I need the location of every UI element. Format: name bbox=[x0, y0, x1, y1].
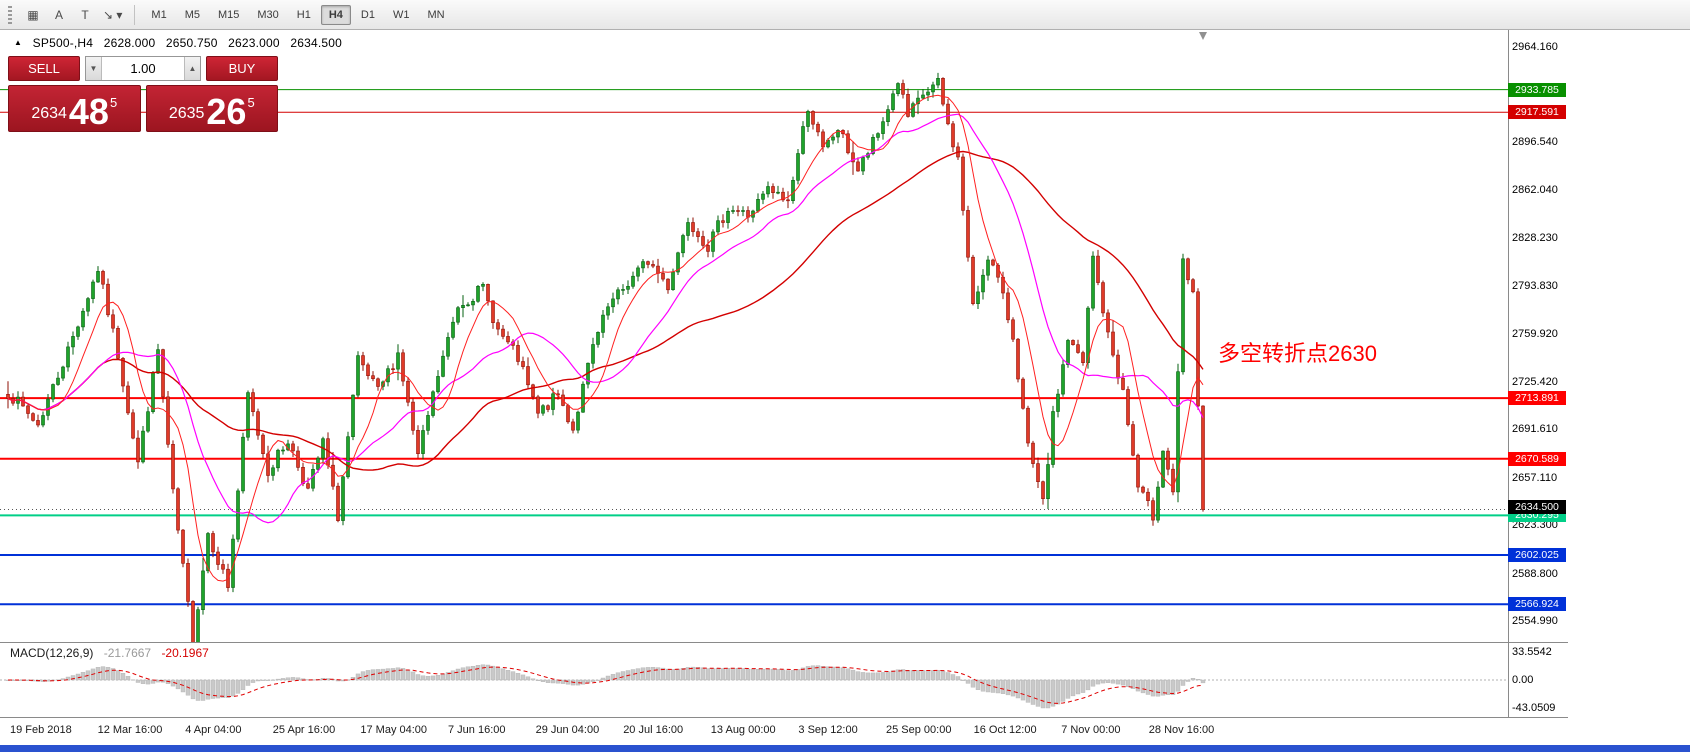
chart-shift-marker-icon[interactable] bbox=[1199, 32, 1207, 40]
macd-main-value: -21.7667 bbox=[103, 646, 152, 660]
ohlc-low: 2623.000 bbox=[228, 36, 280, 50]
ma-fast-line bbox=[7, 94, 1204, 582]
chart-marker-icon: ▲ bbox=[14, 38, 23, 47]
timeframe-m30-button[interactable]: M30 bbox=[257, 8, 279, 21]
macd-label: MACD(12,26,9) bbox=[10, 646, 94, 660]
text-tool-icon[interactable]: T bbox=[81, 7, 89, 22]
timeframe-h4-button[interactable]: H4 bbox=[320, 4, 351, 25]
ask-prefix: 2635 bbox=[168, 105, 205, 122]
macd-indicator-header: MACD(12,26,9) -21.7667 -20.1967 bbox=[10, 646, 216, 660]
toolbar-grip[interactable] bbox=[8, 5, 12, 24]
timeframe-h1-button[interactable]: H1 bbox=[296, 8, 311, 21]
candlestick-series bbox=[6, 72, 1205, 642]
bid-prefix: 2634 bbox=[31, 105, 67, 122]
timeframe-mn-button[interactable]: MN bbox=[427, 8, 445, 21]
ma-slow-line bbox=[7, 150, 1204, 471]
toolbar: ▦ A T ↘ ▾ M1 M5 M15 M30 H1 H4 D1 W1 MN bbox=[0, 0, 1690, 30]
timeframe-m1-button[interactable]: M1 bbox=[151, 8, 167, 21]
timeframe-group: M1 M5 M15 M30 H1 H4 D1 W1 MN bbox=[142, 4, 453, 25]
timeframe-d1-button[interactable]: D1 bbox=[360, 8, 375, 21]
ask-superscript: 5 bbox=[247, 95, 255, 110]
arrow-tool-icon[interactable]: ↘ ▾ bbox=[103, 7, 123, 22]
volume-dropdown-button[interactable]: ▼ bbox=[86, 57, 102, 80]
macd-panel bbox=[0, 664, 1508, 709]
timeframe-m15-button[interactable]: M15 bbox=[217, 8, 240, 21]
cursor-a-icon[interactable]: A bbox=[54, 7, 63, 22]
ask-price-block[interactable]: 2635 26 5 bbox=[145, 85, 278, 133]
chart-symbol-period: SP500-,H4 bbox=[32, 36, 94, 50]
bid-big-digits: 48 bbox=[68, 91, 109, 133]
one-click-trading-panel: SELL ▼ 1.00 ▲ BUY 2634 48 5 2635 26 5 bbox=[8, 56, 278, 132]
ohlc-high: 2650.750 bbox=[165, 36, 218, 50]
chart-ohlc-header: ▲ SP500-,H4 2628.000 2650.750 2623.000 2… bbox=[14, 36, 349, 50]
macd-signal-value: -20.1967 bbox=[161, 646, 209, 660]
grid-icon[interactable]: ▦ bbox=[27, 7, 39, 22]
toolbar-separator bbox=[134, 4, 136, 25]
sell-button[interactable]: SELL bbox=[8, 56, 80, 81]
macd-signal-line bbox=[8, 666, 1204, 704]
ask-big-digits: 26 bbox=[206, 91, 247, 133]
bid-superscript: 5 bbox=[109, 95, 118, 110]
volume-box: ▼ 1.00 ▲ bbox=[85, 56, 201, 81]
timeframe-m5-button[interactable]: M5 bbox=[184, 8, 200, 21]
ma-mid-line bbox=[7, 113, 1204, 524]
timeframe-w1-button[interactable]: W1 bbox=[392, 8, 410, 21]
ohlc-close: 2634.500 bbox=[290, 36, 342, 50]
buy-button[interactable]: BUY bbox=[206, 56, 278, 81]
toolbar-icons: ▦ A T ↘ ▾ bbox=[20, 4, 127, 26]
ohlc-open: 2628.000 bbox=[103, 36, 156, 50]
chart-text-annotation: 多空转折点2630 bbox=[1218, 341, 1377, 366]
bid-price-block[interactable]: 2634 48 5 bbox=[8, 85, 141, 132]
volume-input[interactable]: 1.00 bbox=[130, 61, 156, 76]
window-bottom-bar bbox=[0, 745, 1690, 752]
volume-increase-button[interactable]: ▲ bbox=[184, 57, 200, 80]
